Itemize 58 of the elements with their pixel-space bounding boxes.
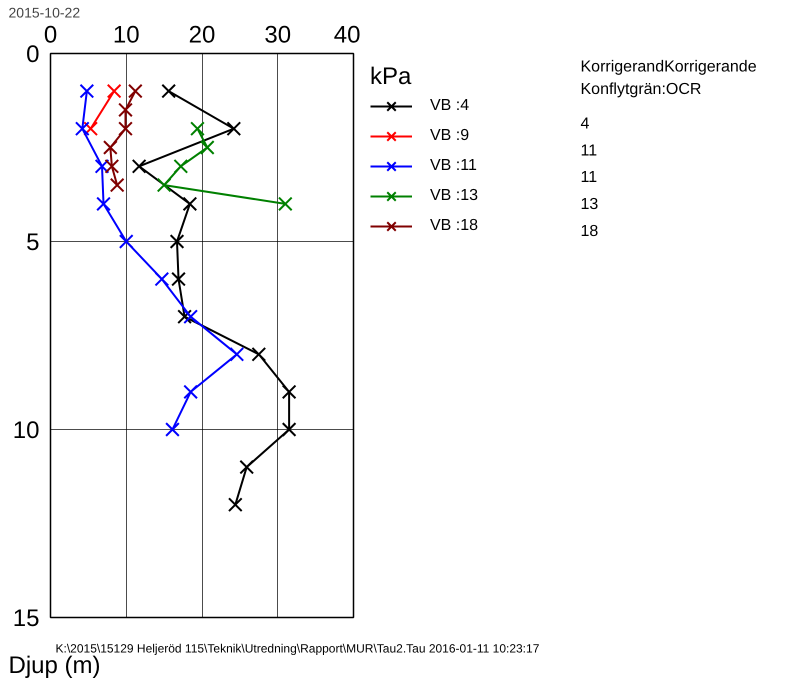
y-tick-label: 15	[12, 605, 40, 632]
point	[229, 346, 244, 362]
point	[96, 196, 111, 212]
text: KorrigerandKorrigerande	[580, 58, 757, 76]
point	[154, 272, 170, 286]
x-tick-label: 40	[334, 22, 361, 48]
text: 11	[580, 169, 598, 186]
text: 18	[580, 222, 598, 240]
point	[183, 384, 198, 400]
point	[79, 84, 94, 98]
y-tick-label: 5	[26, 229, 40, 256]
x-tick-label: 0	[44, 22, 58, 48]
point	[106, 84, 122, 98]
point	[173, 158, 188, 174]
point	[110, 178, 125, 192]
point	[118, 102, 133, 118]
legend-label: VB :18	[430, 216, 478, 236]
point	[104, 158, 120, 174]
text: Konflytgrän:OCR	[580, 80, 702, 98]
point	[190, 121, 205, 136]
legend-label: VB :9	[430, 126, 470, 146]
point	[200, 140, 215, 155]
point	[94, 158, 110, 174]
point	[132, 158, 146, 174]
legend-label: VB :13	[430, 186, 478, 206]
point	[282, 422, 296, 437]
point	[182, 196, 198, 212]
point	[239, 460, 254, 474]
point	[177, 309, 192, 324]
point	[161, 84, 176, 98]
point	[83, 121, 98, 136]
legend-label: VB :4	[430, 96, 470, 116]
point	[165, 422, 180, 437]
y-tick-label: 10	[12, 417, 40, 444]
point	[226, 121, 242, 136]
x-tick-label: 30	[264, 22, 292, 48]
point	[228, 497, 243, 512]
y-tick-label: 0	[26, 41, 40, 68]
point	[118, 121, 133, 136]
point	[128, 84, 143, 98]
text: 2015-10-22	[8, 4, 80, 20]
point	[118, 234, 134, 249]
point	[278, 196, 293, 212]
x-axis-title: kPa	[370, 63, 412, 91]
point	[156, 178, 172, 192]
point	[251, 346, 266, 362]
text: 13	[580, 196, 598, 214]
point	[183, 309, 198, 324]
point	[74, 121, 90, 136]
point	[171, 272, 186, 286]
x-tick-label: 20	[188, 22, 216, 48]
point	[282, 384, 296, 400]
legend-label: VB :11	[430, 156, 477, 176]
text: 11	[580, 142, 598, 160]
point	[102, 140, 118, 155]
point	[170, 234, 184, 249]
text: 4	[580, 115, 590, 132]
x-tick-label: 10	[112, 22, 140, 48]
